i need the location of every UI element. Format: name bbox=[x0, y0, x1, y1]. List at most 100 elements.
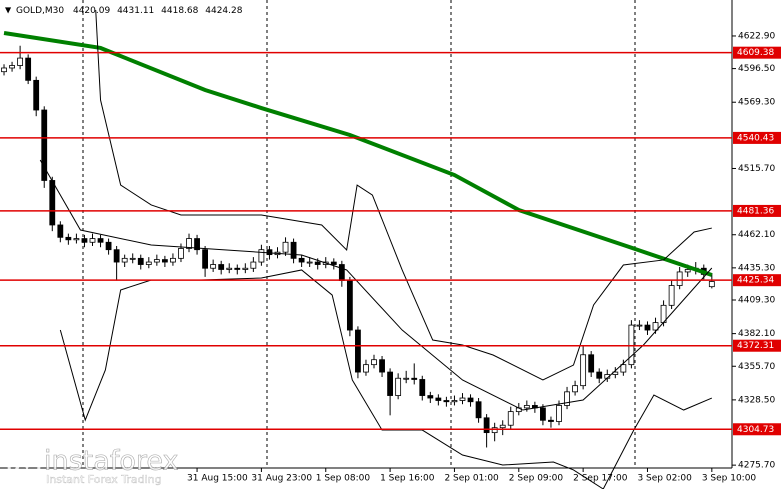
level-label: 4425.34 bbox=[737, 276, 774, 286]
candle-body bbox=[548, 419, 554, 422]
candle-body bbox=[668, 285, 675, 306]
candle-body bbox=[1, 67, 7, 73]
candle-body bbox=[202, 249, 209, 269]
y-tick-label: 4275.70 bbox=[738, 461, 775, 471]
candle-body bbox=[491, 427, 498, 434]
close: 4424.28 bbox=[205, 6, 242, 16]
level-label-box bbox=[733, 423, 781, 436]
header: ▼ GOLD,M30 4420.09 4431.11 4418.68 4424.… bbox=[5, 6, 243, 16]
candle-body bbox=[652, 322, 659, 331]
candle-body bbox=[65, 236, 72, 241]
level-label: 4481.36 bbox=[737, 206, 774, 216]
period-separators bbox=[82, 0, 636, 468]
candle-body bbox=[113, 249, 120, 263]
y-tick-label: 4596.50 bbox=[738, 64, 775, 74]
candle-body bbox=[636, 324, 643, 327]
y-tick-label: 4382.10 bbox=[738, 329, 775, 339]
collapse-icon: ▼ bbox=[5, 6, 12, 15]
header-text: GOLD,M30 4420.09 4431.11 4418.68 4424.28 bbox=[16, 6, 243, 16]
candle-body bbox=[411, 377, 418, 380]
candle-body bbox=[475, 401, 482, 419]
candle-body bbox=[427, 395, 434, 399]
x-tick-label: 2 Sep 17:00 bbox=[573, 474, 628, 484]
candle-body bbox=[298, 257, 305, 263]
indicator-line bbox=[95, 9, 712, 381]
high: 4431.11 bbox=[117, 6, 154, 16]
candle-body bbox=[523, 405, 530, 409]
y-tick-label: 4622.90 bbox=[738, 31, 775, 41]
candle-body bbox=[153, 259, 160, 263]
x-tick-label: 3 Sep 10:00 bbox=[702, 474, 757, 484]
candle-body bbox=[644, 324, 651, 331]
plot-area bbox=[1, 9, 715, 489]
candle-body bbox=[507, 411, 514, 426]
candle-body bbox=[684, 269, 691, 273]
candle-body bbox=[250, 261, 257, 269]
candle-body bbox=[178, 248, 184, 259]
candle-body bbox=[210, 264, 217, 269]
candle-body bbox=[145, 261, 152, 265]
candle-body bbox=[708, 281, 715, 288]
candle-body bbox=[25, 57, 32, 81]
x-tick-label: 1 Sep 08:00 bbox=[316, 474, 371, 484]
candle-body bbox=[556, 405, 562, 422]
candle-body bbox=[564, 391, 570, 406]
candle-body bbox=[97, 238, 104, 243]
candle-body bbox=[89, 238, 96, 243]
watermark: instaforex Instant Forex Trading bbox=[7, 445, 179, 486]
candle-body bbox=[49, 180, 56, 226]
candle-body bbox=[483, 417, 490, 434]
y-tick-label: 4435.30 bbox=[738, 263, 775, 273]
candle-body bbox=[588, 354, 595, 373]
candle-body bbox=[580, 354, 587, 387]
candle-body bbox=[306, 261, 313, 264]
candle-body bbox=[186, 238, 192, 249]
candle-body bbox=[81, 238, 88, 243]
symbol: GOLD,M30 bbox=[16, 6, 64, 16]
candle-body bbox=[282, 241, 289, 253]
x-tick-label: 2 Sep 09:00 bbox=[509, 474, 564, 484]
candle-body bbox=[628, 324, 635, 366]
candle-body bbox=[314, 261, 321, 265]
candle-body bbox=[234, 267, 241, 270]
candle-body bbox=[105, 241, 112, 251]
candle-body bbox=[620, 364, 627, 373]
candle-body bbox=[540, 407, 546, 421]
candle-body bbox=[121, 257, 128, 263]
level-label: 4304.73 bbox=[737, 425, 774, 435]
candle-body bbox=[572, 385, 578, 393]
candle-body bbox=[57, 224, 64, 238]
candle-body bbox=[161, 259, 168, 263]
level-label-box bbox=[733, 46, 781, 59]
indicator-line bbox=[3, 31, 713, 277]
candle-body bbox=[451, 400, 458, 403]
candle-body bbox=[363, 364, 369, 373]
level-label-box bbox=[733, 339, 781, 352]
logo bbox=[7, 449, 41, 483]
indicator-line bbox=[39, 159, 713, 411]
candle-body bbox=[242, 267, 249, 270]
low: 4418.68 bbox=[161, 6, 198, 16]
x-tick-label: 2 Sep 01:00 bbox=[444, 474, 499, 484]
level-label-box bbox=[733, 131, 781, 144]
y-tick-label: 4328.50 bbox=[738, 395, 775, 405]
level-label: 4540.43 bbox=[737, 133, 774, 143]
candle-body bbox=[290, 241, 297, 259]
candle-body bbox=[596, 371, 603, 379]
y-tick-label: 4569.30 bbox=[738, 98, 775, 108]
y-tick-label: 4515.70 bbox=[738, 164, 775, 174]
candle-body bbox=[17, 57, 24, 66]
candle-body bbox=[379, 359, 385, 373]
y-tick-label: 4409.30 bbox=[738, 296, 775, 306]
candle-body bbox=[435, 397, 442, 401]
candle-body bbox=[371, 359, 377, 366]
candle-body bbox=[258, 249, 265, 263]
candle-body bbox=[129, 257, 136, 260]
level-label-box bbox=[733, 274, 781, 287]
candle-body bbox=[395, 377, 402, 396]
candle-body bbox=[73, 238, 80, 241]
candle-body bbox=[266, 249, 273, 256]
y-tick-label: 4462.10 bbox=[738, 230, 775, 240]
x-tick-label: 31 Aug 15:00 bbox=[187, 474, 248, 484]
